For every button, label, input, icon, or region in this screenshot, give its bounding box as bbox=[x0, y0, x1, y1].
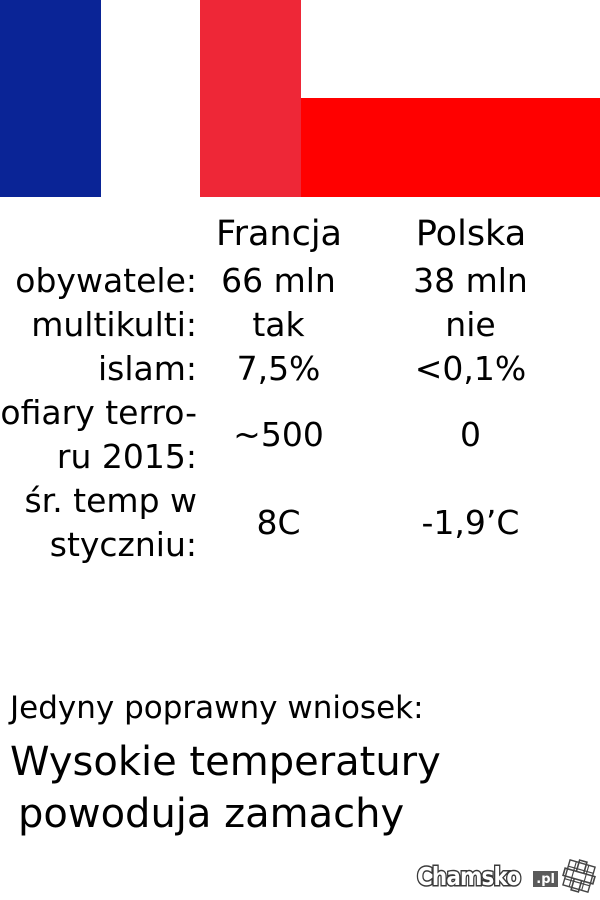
watermark-tld: .pl bbox=[533, 871, 558, 887]
watermark: Chamsko .pl bbox=[416, 856, 596, 896]
row-value-poland: -1,9’C bbox=[421, 503, 520, 542]
row-label-line: ofiary terro- bbox=[0, 393, 197, 432]
row-label-line: ru 2015: bbox=[56, 437, 197, 476]
windmill-icon bbox=[562, 859, 596, 893]
row-label-srednia-temperatura: śr. temp w styczniu: bbox=[0, 479, 197, 567]
watermark-site-name: Chamsko bbox=[416, 861, 523, 891]
column-header-polska: Polska bbox=[415, 214, 527, 254]
table-row: obywatele: 66 mln 38 mln bbox=[0, 259, 600, 303]
french-flag-red-stripe bbox=[200, 0, 301, 197]
french-flag bbox=[0, 0, 301, 197]
polish-flag-white-stripe bbox=[301, 0, 600, 98]
table-row: śr. temp w styczniu: 8C -1,9’C bbox=[0, 479, 600, 567]
row-label-obywatele: obywatele: bbox=[15, 261, 197, 300]
row-value-poland: nie bbox=[445, 305, 496, 344]
french-flag-white-stripe bbox=[101, 0, 200, 197]
row-value-france: 66 mln bbox=[221, 261, 336, 300]
table-row: multikulti: tak nie bbox=[0, 303, 600, 347]
row-value-poland: <0,1% bbox=[414, 349, 527, 388]
flags-banner bbox=[0, 0, 600, 197]
row-value-poland: 38 mln bbox=[413, 261, 528, 300]
table-header-row: Francja Polska bbox=[0, 197, 600, 259]
table-row: islam: 7,5% <0,1% bbox=[0, 347, 600, 391]
conclusion-line-2: powoduja zamachy bbox=[18, 791, 405, 837]
conclusion-block: Jedyny poprawny wniosek: Wysokie tempera… bbox=[10, 688, 600, 840]
row-label-multikulti: multikulti: bbox=[31, 305, 197, 344]
french-flag-blue-stripe bbox=[0, 0, 101, 197]
row-value-france: 7,5% bbox=[236, 349, 321, 388]
row-value-france: 8C bbox=[256, 503, 301, 542]
table-row: ofiary terro- ru 2015: ~500 0 bbox=[0, 391, 600, 479]
conclusion-statement: Wysokie temperatury powoduja zamachy bbox=[10, 736, 600, 840]
comparison-table: Francja Polska obywatele: 66 mln 38 mln … bbox=[0, 197, 600, 567]
polish-flag-red-stripe bbox=[301, 98, 600, 197]
conclusion-lead: Jedyny poprawny wniosek: bbox=[10, 690, 424, 726]
column-header-francja: Francja bbox=[215, 214, 343, 254]
row-label-line: styczniu: bbox=[49, 525, 197, 564]
conclusion-line-1: Wysokie temperatury bbox=[10, 739, 441, 785]
row-label-line: śr. temp w bbox=[24, 481, 197, 520]
polish-flag bbox=[301, 0, 600, 197]
row-value-france: tak bbox=[252, 305, 305, 344]
row-label-islam: islam: bbox=[97, 349, 197, 388]
row-label-ofiary-terroru: ofiary terro- ru 2015: bbox=[0, 391, 197, 479]
row-value-france: ~500 bbox=[233, 415, 324, 454]
row-value-poland: 0 bbox=[460, 415, 481, 454]
